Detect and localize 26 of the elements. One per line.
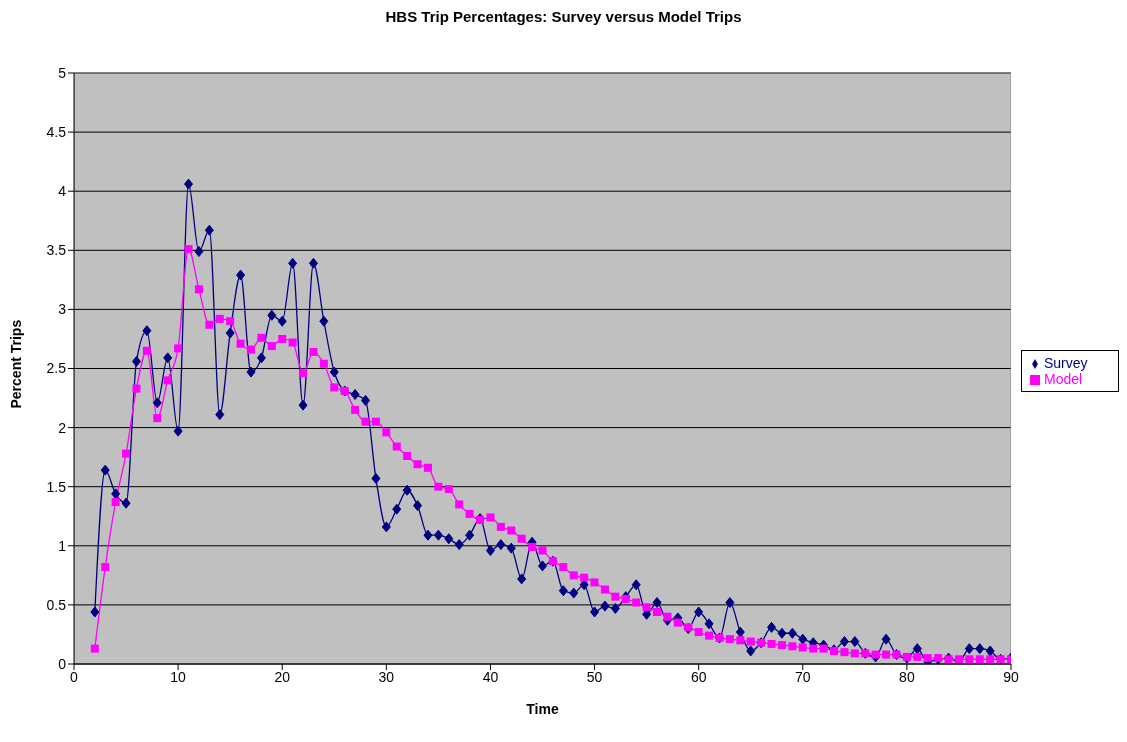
x-tick-label: 20 bbox=[274, 668, 291, 685]
x-tick-label: 80 bbox=[899, 668, 915, 685]
x-tick-label: 50 bbox=[586, 668, 603, 685]
chart-title: HBS Trip Percentages: Survey versus Model Trips bbox=[384, 8, 743, 25]
y-tick-label: 3.5 bbox=[46, 242, 67, 259]
x-tick-label: 90 bbox=[1003, 668, 1019, 685]
y-tick-label: 0.5 bbox=[46, 596, 67, 613]
y-tick-label: 1.5 bbox=[46, 478, 67, 495]
y-tick-label: 3 bbox=[58, 301, 67, 318]
x-axis-title: Time bbox=[526, 701, 559, 717]
y-tick-label: 2 bbox=[58, 419, 67, 436]
x-tick-label: 70 bbox=[794, 668, 811, 685]
x-tick-label: 30 bbox=[378, 668, 395, 685]
legend-label: Survey bbox=[1044, 355, 1088, 371]
y-tick-label: 0 bbox=[58, 655, 67, 672]
y-tick-label: 4 bbox=[58, 183, 67, 200]
x-tick-label: 40 bbox=[482, 668, 499, 685]
y-tick-label: 4.5 bbox=[46, 124, 67, 141]
y-axis-title: Percent Trips bbox=[7, 319, 24, 409]
x-tick-label: 0 bbox=[70, 668, 79, 685]
x-tick-label: 10 bbox=[170, 668, 187, 685]
x-tick-label: 60 bbox=[690, 668, 707, 685]
y-tick-label: 1 bbox=[58, 537, 67, 554]
y-tick-label: 5 bbox=[58, 64, 67, 81]
y-tick-label: 2.5 bbox=[46, 360, 67, 377]
legend-label: Model bbox=[1044, 371, 1083, 387]
